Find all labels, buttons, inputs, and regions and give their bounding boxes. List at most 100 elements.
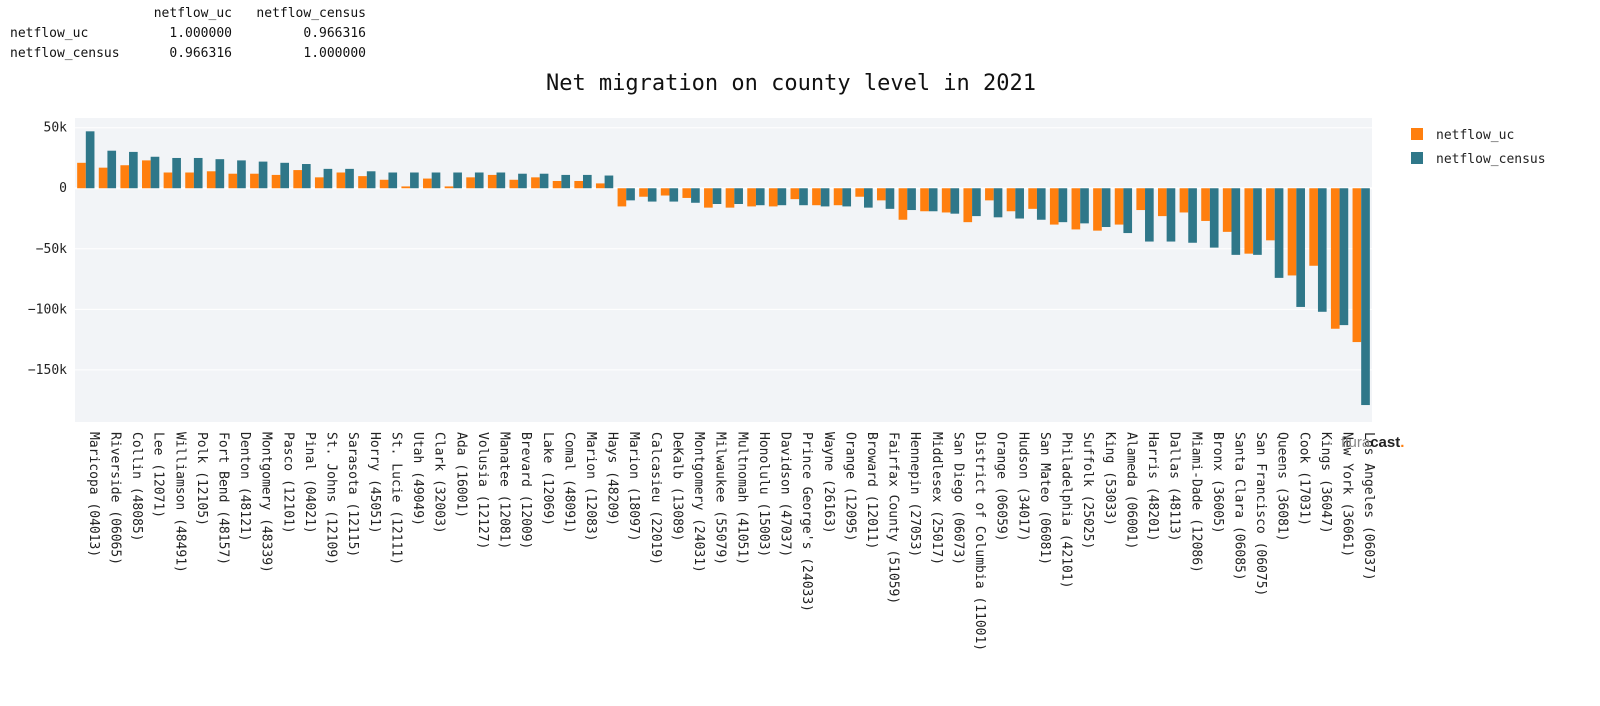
- bar-netflow_uc[interactable]: [876, 188, 886, 201]
- bar-netflow_census[interactable]: [734, 188, 743, 204]
- bar-netflow_uc[interactable]: [379, 179, 389, 189]
- bar-netflow_uc[interactable]: [660, 188, 670, 196]
- bar-netflow_uc[interactable]: [1201, 188, 1210, 221]
- bar-netflow_uc[interactable]: [1244, 188, 1254, 254]
- bar-netflow_census[interactable]: [950, 188, 960, 214]
- bar-netflow_census[interactable]: [1145, 188, 1154, 242]
- bar-netflow_uc[interactable]: [163, 172, 173, 189]
- bar-netflow_census[interactable]: [496, 172, 506, 189]
- bar-netflow_census[interactable]: [777, 188, 787, 206]
- bar-netflow_census[interactable]: [669, 188, 679, 202]
- bar-netflow_census[interactable]: [150, 156, 160, 189]
- bar-netflow_census[interactable]: [172, 157, 181, 189]
- bar-netflow_uc[interactable]: [682, 188, 692, 198]
- bar-netflow_census[interactable]: [928, 188, 938, 212]
- bar-netflow_uc[interactable]: [487, 174, 497, 189]
- bar-netflow_census[interactable]: [539, 173, 549, 189]
- bar-netflow_census[interactable]: [604, 175, 614, 189]
- bar-netflow_census[interactable]: [691, 188, 700, 203]
- bar-netflow_census[interactable]: [1123, 188, 1133, 234]
- bar-netflow_uc[interactable]: [401, 186, 411, 189]
- bar-netflow_census[interactable]: [820, 188, 830, 207]
- bar-netflow_uc[interactable]: [790, 188, 800, 200]
- bar-netflow_uc[interactable]: [617, 188, 627, 207]
- bar-netflow_uc[interactable]: [963, 188, 973, 223]
- bar-netflow_uc[interactable]: [314, 177, 324, 189]
- bar-netflow_census[interactable]: [453, 172, 462, 189]
- bar-netflow_uc[interactable]: [1222, 188, 1232, 232]
- bar-netflow_census[interactable]: [1296, 188, 1305, 307]
- bar-netflow_census[interactable]: [258, 161, 268, 189]
- bar-netflow_uc[interactable]: [250, 173, 259, 189]
- bar-netflow_uc[interactable]: [1071, 188, 1081, 230]
- bar-netflow_uc[interactable]: [423, 178, 432, 189]
- bar-netflow_census[interactable]: [280, 162, 290, 189]
- bar-netflow_census[interactable]: [647, 188, 657, 202]
- bar-netflow_uc[interactable]: [98, 167, 108, 189]
- bar-netflow_uc[interactable]: [1114, 188, 1124, 225]
- bar-netflow_census[interactable]: [1036, 188, 1046, 220]
- bar-netflow_uc[interactable]: [142, 160, 151, 189]
- bar-netflow_census[interactable]: [193, 157, 203, 189]
- bar-netflow_uc[interactable]: [1157, 188, 1167, 217]
- legend-label[interactable]: netflow_uc: [1436, 128, 1514, 143]
- bar-netflow_census[interactable]: [107, 150, 117, 189]
- bar-netflow_uc[interactable]: [1179, 188, 1189, 213]
- bar-netflow_uc[interactable]: [747, 188, 756, 207]
- bar-netflow_census[interactable]: [1058, 188, 1068, 223]
- bar-netflow_uc[interactable]: [466, 177, 475, 189]
- bar-netflow_census[interactable]: [1361, 188, 1370, 406]
- bar-netflow_uc[interactable]: [1309, 188, 1318, 266]
- legend[interactable]: netflow_uc netflow_census: [1411, 128, 1546, 167]
- bar-netflow_census[interactable]: [215, 159, 225, 189]
- bar-netflow_uc[interactable]: [358, 176, 367, 189]
- bar-netflow_uc[interactable]: [1093, 188, 1102, 231]
- bar-netflow_census[interactable]: [626, 188, 635, 201]
- bar-netflow_census[interactable]: [1231, 188, 1241, 255]
- bar-netflow_census[interactable]: [1339, 188, 1349, 326]
- bar-netflow_census[interactable]: [301, 164, 311, 189]
- bar-netflow_census[interactable]: [972, 188, 981, 217]
- bar-netflow_uc[interactable]: [920, 188, 929, 212]
- bar-netflow_uc[interactable]: [509, 179, 519, 189]
- bar-netflow_census[interactable]: [237, 160, 246, 189]
- bar-netflow_census[interactable]: [842, 188, 852, 207]
- bar-netflow_census[interactable]: [1317, 188, 1327, 312]
- bar-netflow_uc[interactable]: [185, 172, 194, 189]
- bar-netflow_uc[interactable]: [855, 188, 865, 197]
- bar-netflow_census[interactable]: [518, 173, 527, 189]
- bar-netflow_uc[interactable]: [1330, 188, 1340, 329]
- bar-netflow_uc[interactable]: [444, 186, 454, 189]
- bar-netflow_uc[interactable]: [552, 180, 562, 189]
- bar-netflow_uc[interactable]: [1006, 188, 1016, 212]
- bar-netflow_uc[interactable]: [271, 174, 281, 189]
- bar-netflow_census[interactable]: [388, 172, 398, 189]
- bar-netflow_census[interactable]: [1166, 188, 1176, 242]
- legend-swatch[interactable]: [1411, 152, 1423, 164]
- bar-netflow_uc[interactable]: [120, 165, 130, 189]
- bar-netflow_uc[interactable]: [574, 180, 583, 189]
- bar-netflow_uc[interactable]: [833, 188, 843, 206]
- bar-netflow_census[interactable]: [431, 172, 441, 189]
- bar-netflow_census[interactable]: [129, 151, 138, 189]
- bar-netflow_census[interactable]: [799, 188, 808, 206]
- bar-netflow_census[interactable]: [85, 131, 95, 189]
- bar-netflow_census[interactable]: [1015, 188, 1024, 219]
- bar-netflow_census[interactable]: [345, 168, 354, 189]
- bar-netflow_uc[interactable]: [725, 188, 735, 208]
- bar-netflow_uc[interactable]: [768, 188, 778, 207]
- bar-netflow_uc[interactable]: [812, 188, 821, 206]
- bar-netflow_uc[interactable]: [985, 188, 994, 201]
- bar-netflow_uc[interactable]: [1136, 188, 1146, 211]
- bar-netflow_census[interactable]: [410, 172, 419, 189]
- bar-netflow_census[interactable]: [1209, 188, 1219, 248]
- bar-netflow_uc[interactable]: [1049, 188, 1059, 225]
- bar-netflow_census[interactable]: [1253, 188, 1262, 255]
- bar-netflow_census[interactable]: [1274, 188, 1284, 278]
- bar-netflow_uc[interactable]: [595, 183, 605, 189]
- bar-netflow_census[interactable]: [907, 188, 916, 211]
- bar-netflow_census[interactable]: [474, 172, 484, 189]
- bar-netflow_uc[interactable]: [228, 173, 238, 189]
- bar-netflow_uc[interactable]: [1028, 188, 1037, 209]
- bar-netflow_uc[interactable]: [206, 171, 216, 189]
